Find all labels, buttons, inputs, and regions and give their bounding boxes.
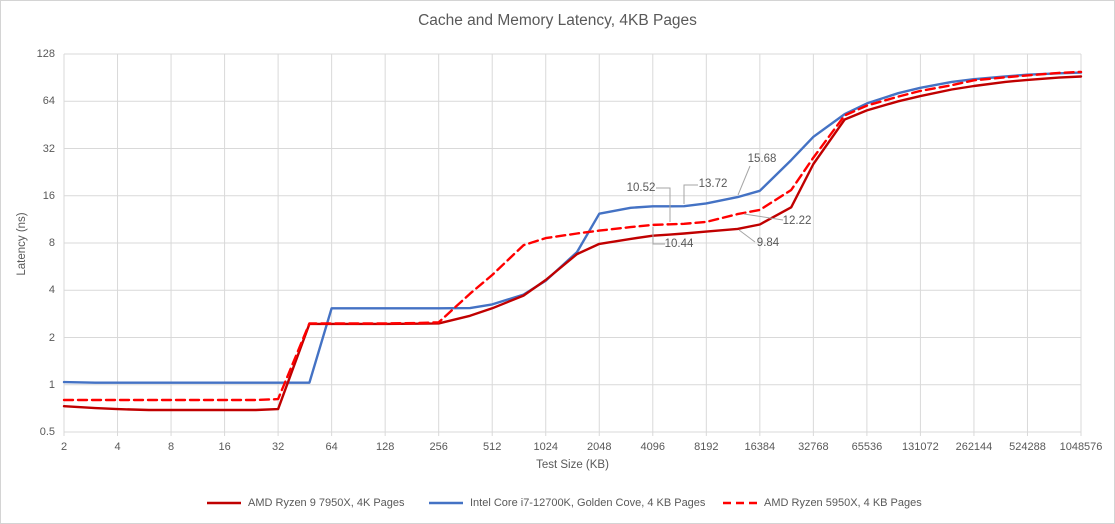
data-label-annotation: 12.22 [782, 215, 812, 227]
legend-swatch-solid-blue-line [428, 496, 464, 510]
annotation-leader-line [743, 213, 784, 221]
y-tick-label: 4 [48, 284, 55, 297]
y-tick-label: 1 [48, 378, 55, 391]
legend-label: AMD Ryzen 9 7950X, 4K Pages [248, 497, 405, 509]
annotation-leader-line [652, 227, 665, 245]
x-tick-label: 4 [114, 441, 121, 453]
x-tick-label: 16384 [744, 441, 776, 453]
chart-title: Cache and Memory Latency, 4KB Pages [418, 12, 697, 29]
x-tick-label: 524288 [1009, 441, 1046, 453]
legend-item-7950x: AMD Ryzen 9 7950X, 4K Pages [206, 496, 405, 510]
x-tick-label: 512 [483, 441, 502, 453]
data-label-annotation: 13.72 [698, 178, 728, 190]
y-tick-label: 2 [48, 331, 55, 344]
series-line-0 [62, 75, 1083, 412]
x-tick-label: 128 [375, 441, 395, 453]
series-line-2 [62, 70, 1083, 402]
x-tick-label: 256 [429, 441, 448, 453]
annotation-leader-line [656, 187, 671, 222]
x-tick-label: 4096 [640, 441, 666, 453]
annotation-leader-line [737, 165, 751, 196]
y-tick-label: 64 [42, 95, 55, 108]
x-tick-label: 64 [325, 441, 338, 453]
y-axis-title: Latency (ns) [16, 212, 28, 276]
data-label-annotation: 15.68 [747, 153, 777, 165]
x-tick-label: 16 [218, 441, 231, 453]
x-tick-label: 32 [271, 441, 285, 453]
data-label-annotation: 10.44 [664, 238, 694, 250]
series-line-1 [62, 71, 1083, 384]
y-tick-label: 16 [42, 189, 55, 202]
legend-item-5950x: AMD Ryzen 5950X, 4 KB Pages [722, 496, 922, 510]
x-axis-title: Test Size (KB) [536, 459, 609, 471]
x-tick-label: 8192 [694, 441, 719, 453]
y-tick-label: 32 [42, 142, 55, 155]
y-tick-label: 128 [36, 48, 55, 60]
annotation-leader-line [683, 184, 698, 204]
x-tick-label: 1048576 [1059, 441, 1103, 453]
x-tick-label: 8 [167, 441, 175, 453]
x-tick-label: 2 [60, 441, 68, 453]
x-tick-label: 2048 [587, 441, 612, 453]
legend-label: AMD Ryzen 5950X, 4 KB Pages [764, 497, 922, 509]
x-tick-label: 262144 [955, 441, 993, 453]
annotation-leader-line [738, 229, 756, 243]
legend-swatch-dashed-red-line [722, 496, 758, 510]
legend-item-12700k: Intel Core i7-12700K, Golden Cove, 4 KB … [428, 496, 705, 510]
x-tick-label: 65536 [851, 441, 883, 453]
legend-label: Intel Core i7-12700K, Golden Cove, 4 KB … [470, 497, 706, 509]
legend-swatch-solid-darkred-line [206, 496, 242, 510]
y-tick-label: 8 [48, 237, 55, 249]
data-label-annotation: 9.84 [756, 237, 780, 249]
x-tick-label: 131072 [902, 441, 939, 453]
x-tick-label: 32768 [798, 441, 829, 453]
y-tick-label: 0.5 [39, 426, 55, 438]
x-tick-label: 1024 [533, 441, 558, 453]
data-label-annotation: 10.52 [626, 182, 656, 194]
